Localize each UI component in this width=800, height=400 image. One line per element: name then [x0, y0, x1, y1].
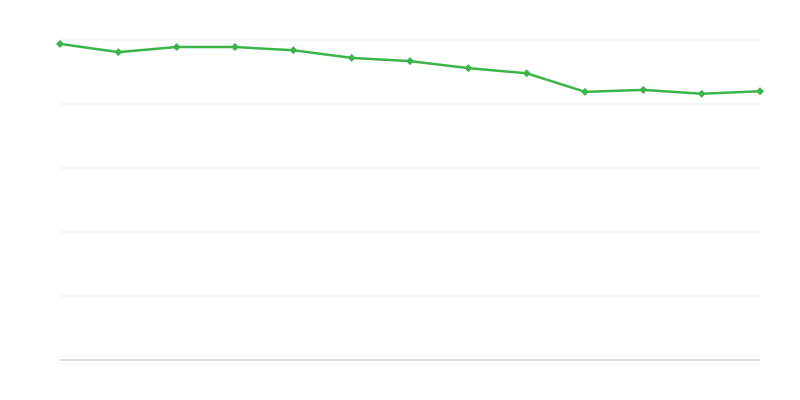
point-marker [56, 39, 64, 48]
point-marker [231, 43, 239, 52]
point-marker [756, 87, 764, 96]
point-marker [639, 85, 648, 94]
point-marker [172, 43, 181, 52]
point-marker [697, 89, 706, 98]
point-marker [289, 46, 298, 55]
point-marker [114, 48, 123, 57]
series-line [59, 42, 761, 96]
point-marker [406, 57, 414, 66]
point-marker [522, 69, 531, 78]
point-marker [464, 64, 473, 73]
point-marker [581, 87, 589, 96]
point-marker [347, 53, 356, 62]
